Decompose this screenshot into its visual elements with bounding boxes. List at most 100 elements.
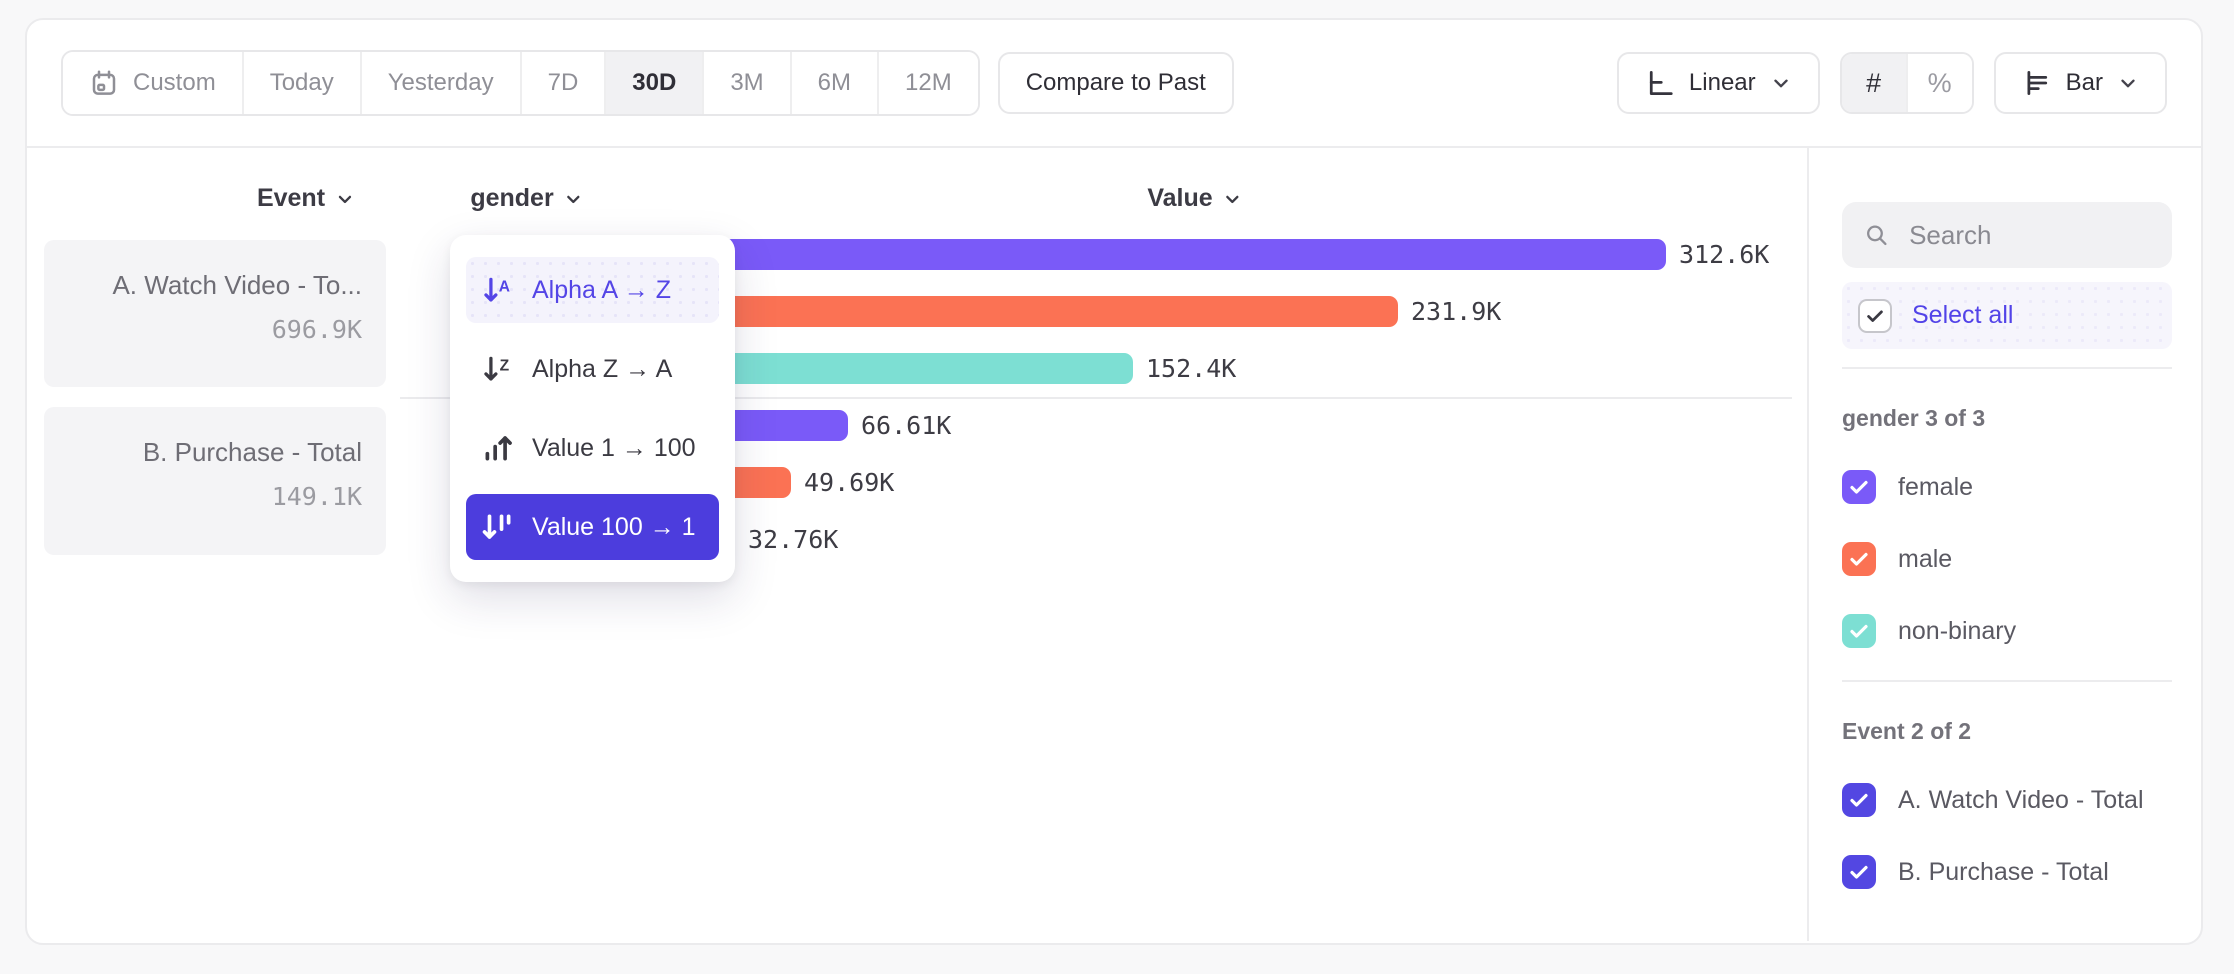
sort-option-sort-alpha-desc[interactable]: Z Alpha Z → A	[466, 336, 719, 402]
column-header-gender[interactable]: gender	[470, 184, 583, 213]
date-range-label: Yesterday	[387, 69, 494, 96]
date-range-30d[interactable]: 30D	[606, 52, 705, 114]
filter-label: female	[1898, 472, 1974, 501]
bar-value-label: 312.6K	[1679, 240, 1770, 269]
sort-option-label: Alpha Z → A	[532, 354, 673, 383]
chart-type-dropdown-label: Bar	[2065, 69, 2103, 96]
chevron-down-icon	[1773, 79, 1788, 88]
toolbar: Custom Today Yesterday 7D 30D 3M 6M 12M Compare…	[27, 20, 2201, 148]
bar-a-male[interactable]	[626, 296, 1398, 327]
check-icon	[1867, 310, 1883, 322]
date-range-7d[interactable]: 7D	[521, 52, 607, 114]
date-range-6m[interactable]: 6M	[791, 52, 879, 114]
bar-value-label: 231.9K	[1411, 297, 1502, 326]
column-header-value[interactable]: Value	[1147, 184, 1242, 213]
date-range-label: 30D	[632, 69, 677, 96]
sort-option-sort-alpha-asc[interactable]: A Alpha A → Z	[466, 257, 719, 323]
select-all-label: Select all	[1912, 301, 2014, 329]
column-header-event[interactable]: Event	[257, 184, 355, 213]
calendar-icon	[89, 68, 119, 98]
date-range-label: Custom	[133, 69, 216, 96]
filter-checkbox[interactable]	[1842, 470, 1876, 504]
event-card-a-name: A. Watch Video - To...	[112, 270, 362, 300]
event-card-b-value: 149.1K	[271, 482, 362, 511]
sort-option-label: Value 100 → 1	[532, 512, 696, 541]
sort-option-sort-value-asc[interactable]: Value 1 → 100	[466, 415, 719, 481]
select-all-checkbox[interactable]	[1858, 298, 1892, 333]
filter-row-non-binary[interactable]: non-binary	[1842, 614, 2172, 648]
filter-row-b-purchase-total[interactable]: B. Purchase - Total	[1842, 855, 2172, 889]
bar-value-label: 49.69K	[804, 468, 895, 497]
event-card-a-value: 696.9K	[271, 315, 362, 344]
date-range-12m[interactable]: 12M	[879, 52, 978, 114]
date-range-yesterday[interactable]: Yesterday	[361, 52, 522, 114]
sort-option-label: Alpha A → Z	[532, 275, 671, 304]
main: Event gender Value A. Watch Video - To..…	[27, 148, 2201, 941]
filter-checkbox[interactable]	[1842, 614, 1876, 648]
search-input[interactable]	[1907, 218, 2150, 252]
column-header-event-label: Event	[256, 184, 326, 212]
svg-text:A: A	[499, 278, 510, 295]
format-toggle: #%	[1839, 52, 1974, 114]
linear-axis-icon	[1649, 71, 1673, 95]
sidebar-divider	[1842, 367, 2172, 369]
date-range-label: 12M	[905, 69, 952, 96]
scale-dropdown[interactable]: Linear	[1616, 52, 1820, 114]
column-header-value-label: Value	[1147, 184, 1213, 212]
section-title: gender 3 of 3	[1842, 405, 1986, 431]
date-range-3m[interactable]: 3M	[704, 52, 792, 114]
sort-value-desc-icon	[480, 509, 516, 545]
sidebar-divider	[1842, 680, 2172, 682]
filter-row-male[interactable]: male	[1842, 542, 2172, 576]
event-card-b[interactable]: B. Purchase - Total 149.1K	[44, 407, 386, 555]
bar-chart-icon	[2027, 71, 2047, 95]
filter-row-female[interactable]: female	[1842, 470, 2172, 504]
sort-value-asc-icon	[480, 430, 516, 466]
report-card: Custom Today Yesterday 7D 30D 3M 6M 12M Compare…	[25, 18, 2203, 945]
chevron-down-icon	[2121, 79, 2135, 88]
chevron-down-icon	[1226, 195, 1239, 203]
select-all-row[interactable]: Select all	[1842, 282, 2172, 349]
bar-a-female[interactable]	[626, 239, 1666, 270]
filter-checkbox[interactable]	[1842, 783, 1876, 817]
filter-sections: gender 3 of 3 female male non-binary Event 2…	[1842, 367, 2172, 889]
bar-value-label: 66.61K	[861, 411, 952, 440]
toolbar-left: Custom Today Yesterday 7D 30D 3M 6M 12M Compare…	[61, 50, 1234, 116]
sort-option-sort-value-desc[interactable]: Value 100 → 1	[466, 494, 719, 560]
event-card-a[interactable]: A. Watch Video - To... 696.9K	[44, 240, 386, 387]
number-format-button[interactable]: #	[1841, 54, 1908, 112]
chart-type-dropdown[interactable]: Bar	[1993, 52, 2167, 114]
chevron-down-icon	[338, 195, 352, 203]
date-range-control: Custom Today Yesterday 7D 30D 3M 6M 12M	[61, 50, 980, 116]
date-range-label: 6M	[817, 69, 851, 96]
sort-alpha-desc-icon: Z	[480, 351, 516, 387]
filter-label: non-binary	[1898, 616, 2017, 645]
date-range-label: Today	[269, 69, 334, 96]
search-icon	[1867, 225, 1887, 246]
date-range-custom[interactable]: Custom	[63, 52, 244, 114]
section-title: Event 2 of 2	[1842, 718, 1972, 744]
legend-sidebar: Select all gender 3 of 3 female male non-bi…	[1807, 148, 2201, 941]
bar-value-label: 32.76K	[748, 525, 839, 554]
filter-label: B. Purchase - Total	[1898, 857, 2109, 886]
filter-checkbox[interactable]	[1842, 855, 1876, 889]
toolbar-right: Linear #% Bar	[1616, 52, 2167, 114]
filter-label: A. Watch Video - Total	[1898, 785, 2144, 814]
percent-format-button[interactable]: %	[1907, 54, 1972, 112]
filter-row-a-watch-video-total[interactable]: A. Watch Video - Total	[1842, 783, 2172, 817]
date-range-label: 3M	[730, 69, 764, 96]
column-header-gender-label: gender	[470, 184, 554, 212]
event-card-b-name: B. Purchase - Total	[142, 437, 362, 467]
sort-menu: A Alpha A → Z Z Alpha Z → A Value 1 → 100 Val…	[450, 235, 735, 582]
date-range-today[interactable]: Today	[243, 52, 362, 114]
sort-option-label: Value 1 → 100	[532, 433, 696, 462]
date-range-label: 7D	[547, 69, 579, 96]
search-box[interactable]	[1842, 202, 2172, 268]
filter-checkbox[interactable]	[1842, 542, 1876, 576]
filter-label: male	[1898, 544, 1953, 573]
group-divider	[400, 397, 1792, 399]
chevron-down-icon	[567, 195, 580, 203]
chart-area: Event gender Value A. Watch Video - To..…	[27, 148, 1807, 941]
compare-to-past-button[interactable]: Compare to Past	[997, 52, 1234, 114]
